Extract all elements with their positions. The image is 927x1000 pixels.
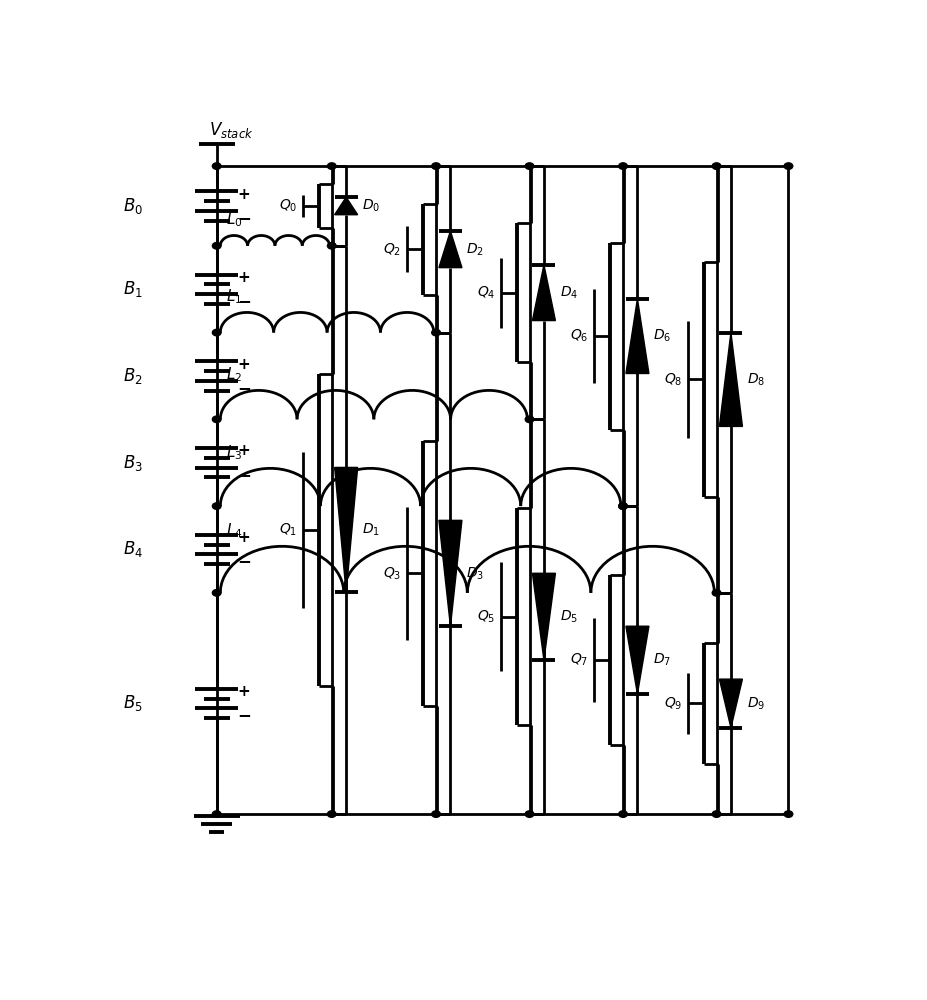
Circle shape — [711, 811, 720, 817]
Circle shape — [212, 416, 221, 423]
Polygon shape — [625, 299, 648, 373]
Text: $B_2$: $B_2$ — [123, 366, 143, 386]
Text: $Q_{6}$: $Q_{6}$ — [569, 328, 588, 344]
Polygon shape — [438, 520, 462, 626]
Text: $D_{0}$: $D_{0}$ — [362, 198, 380, 214]
Circle shape — [525, 163, 533, 169]
Text: −: − — [236, 706, 250, 724]
Text: $V_{stack}$: $V_{stack}$ — [210, 120, 254, 140]
Text: −: − — [236, 552, 250, 570]
Text: $D_{2}$: $D_{2}$ — [465, 241, 484, 258]
Polygon shape — [438, 231, 462, 268]
Circle shape — [212, 329, 221, 336]
Circle shape — [212, 811, 221, 817]
Circle shape — [711, 590, 720, 596]
Text: −: − — [236, 466, 250, 484]
Text: $Q_{0}$: $Q_{0}$ — [278, 198, 297, 214]
Text: $Q_{7}$: $Q_{7}$ — [569, 652, 588, 668]
Circle shape — [431, 811, 440, 817]
Polygon shape — [532, 265, 555, 321]
Text: $B_3$: $B_3$ — [123, 453, 143, 473]
Text: −: − — [236, 209, 250, 227]
Text: $L_2$: $L_2$ — [226, 365, 242, 384]
Text: +: + — [237, 187, 250, 202]
Text: +: + — [237, 357, 250, 372]
Text: $B_5$: $B_5$ — [123, 693, 143, 713]
Text: $Q_{1}$: $Q_{1}$ — [279, 522, 297, 538]
Circle shape — [327, 811, 336, 817]
Text: +: + — [237, 270, 250, 285]
Polygon shape — [335, 197, 357, 215]
Text: $B_1$: $B_1$ — [123, 279, 143, 299]
Text: $Q_{5}$: $Q_{5}$ — [476, 609, 494, 625]
Text: +: + — [237, 443, 250, 458]
Circle shape — [711, 163, 720, 169]
Polygon shape — [718, 679, 742, 728]
Circle shape — [212, 243, 221, 249]
Text: +: + — [237, 530, 250, 545]
Text: $B_0$: $B_0$ — [123, 196, 143, 216]
Text: $L_1$: $L_1$ — [226, 287, 242, 306]
Text: $D_{8}$: $D_{8}$ — [746, 371, 764, 388]
Text: $L_4$: $L_4$ — [226, 521, 242, 540]
Circle shape — [525, 416, 533, 423]
Text: $B_4$: $B_4$ — [123, 539, 143, 559]
Circle shape — [431, 329, 440, 336]
Text: +: + — [237, 684, 250, 699]
Text: $D_{6}$: $D_{6}$ — [653, 328, 671, 344]
Polygon shape — [335, 467, 357, 592]
Polygon shape — [625, 626, 648, 694]
Text: $D_{5}$: $D_{5}$ — [559, 609, 578, 625]
Text: $L_0$: $L_0$ — [226, 210, 242, 229]
Text: $Q_{2}$: $Q_{2}$ — [383, 241, 401, 258]
Text: −: − — [236, 379, 250, 397]
Circle shape — [783, 163, 792, 169]
Circle shape — [327, 163, 336, 169]
Circle shape — [212, 590, 221, 596]
Text: $D_{9}$: $D_{9}$ — [746, 695, 764, 712]
Circle shape — [618, 163, 627, 169]
Text: $Q_{3}$: $Q_{3}$ — [383, 565, 401, 582]
Circle shape — [525, 811, 533, 817]
Circle shape — [618, 503, 627, 509]
Text: $Q_{8}$: $Q_{8}$ — [663, 371, 681, 388]
Text: $D_{3}$: $D_{3}$ — [465, 565, 484, 582]
Circle shape — [327, 243, 336, 249]
Text: $Q_{4}$: $Q_{4}$ — [476, 285, 494, 301]
Polygon shape — [532, 573, 555, 660]
Text: $D_{4}$: $D_{4}$ — [559, 285, 578, 301]
Circle shape — [212, 163, 221, 169]
Text: $D_{7}$: $D_{7}$ — [653, 652, 670, 668]
Text: $Q_{9}$: $Q_{9}$ — [663, 695, 681, 712]
Text: $D_{1}$: $D_{1}$ — [362, 522, 379, 538]
Polygon shape — [718, 333, 742, 426]
Circle shape — [618, 503, 627, 509]
Text: $L_3$: $L_3$ — [226, 443, 242, 462]
Text: −: − — [236, 292, 250, 310]
Circle shape — [783, 811, 792, 817]
Circle shape — [212, 503, 221, 509]
Circle shape — [618, 811, 627, 817]
Circle shape — [431, 163, 440, 169]
